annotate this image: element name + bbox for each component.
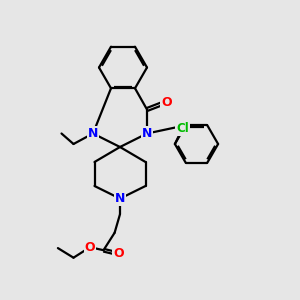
Text: Cl: Cl [176,122,189,135]
Text: N: N [88,127,98,140]
Text: N: N [115,192,125,205]
Text: N: N [142,127,152,140]
Text: O: O [113,247,124,260]
Text: O: O [161,95,172,109]
Text: O: O [85,241,95,254]
